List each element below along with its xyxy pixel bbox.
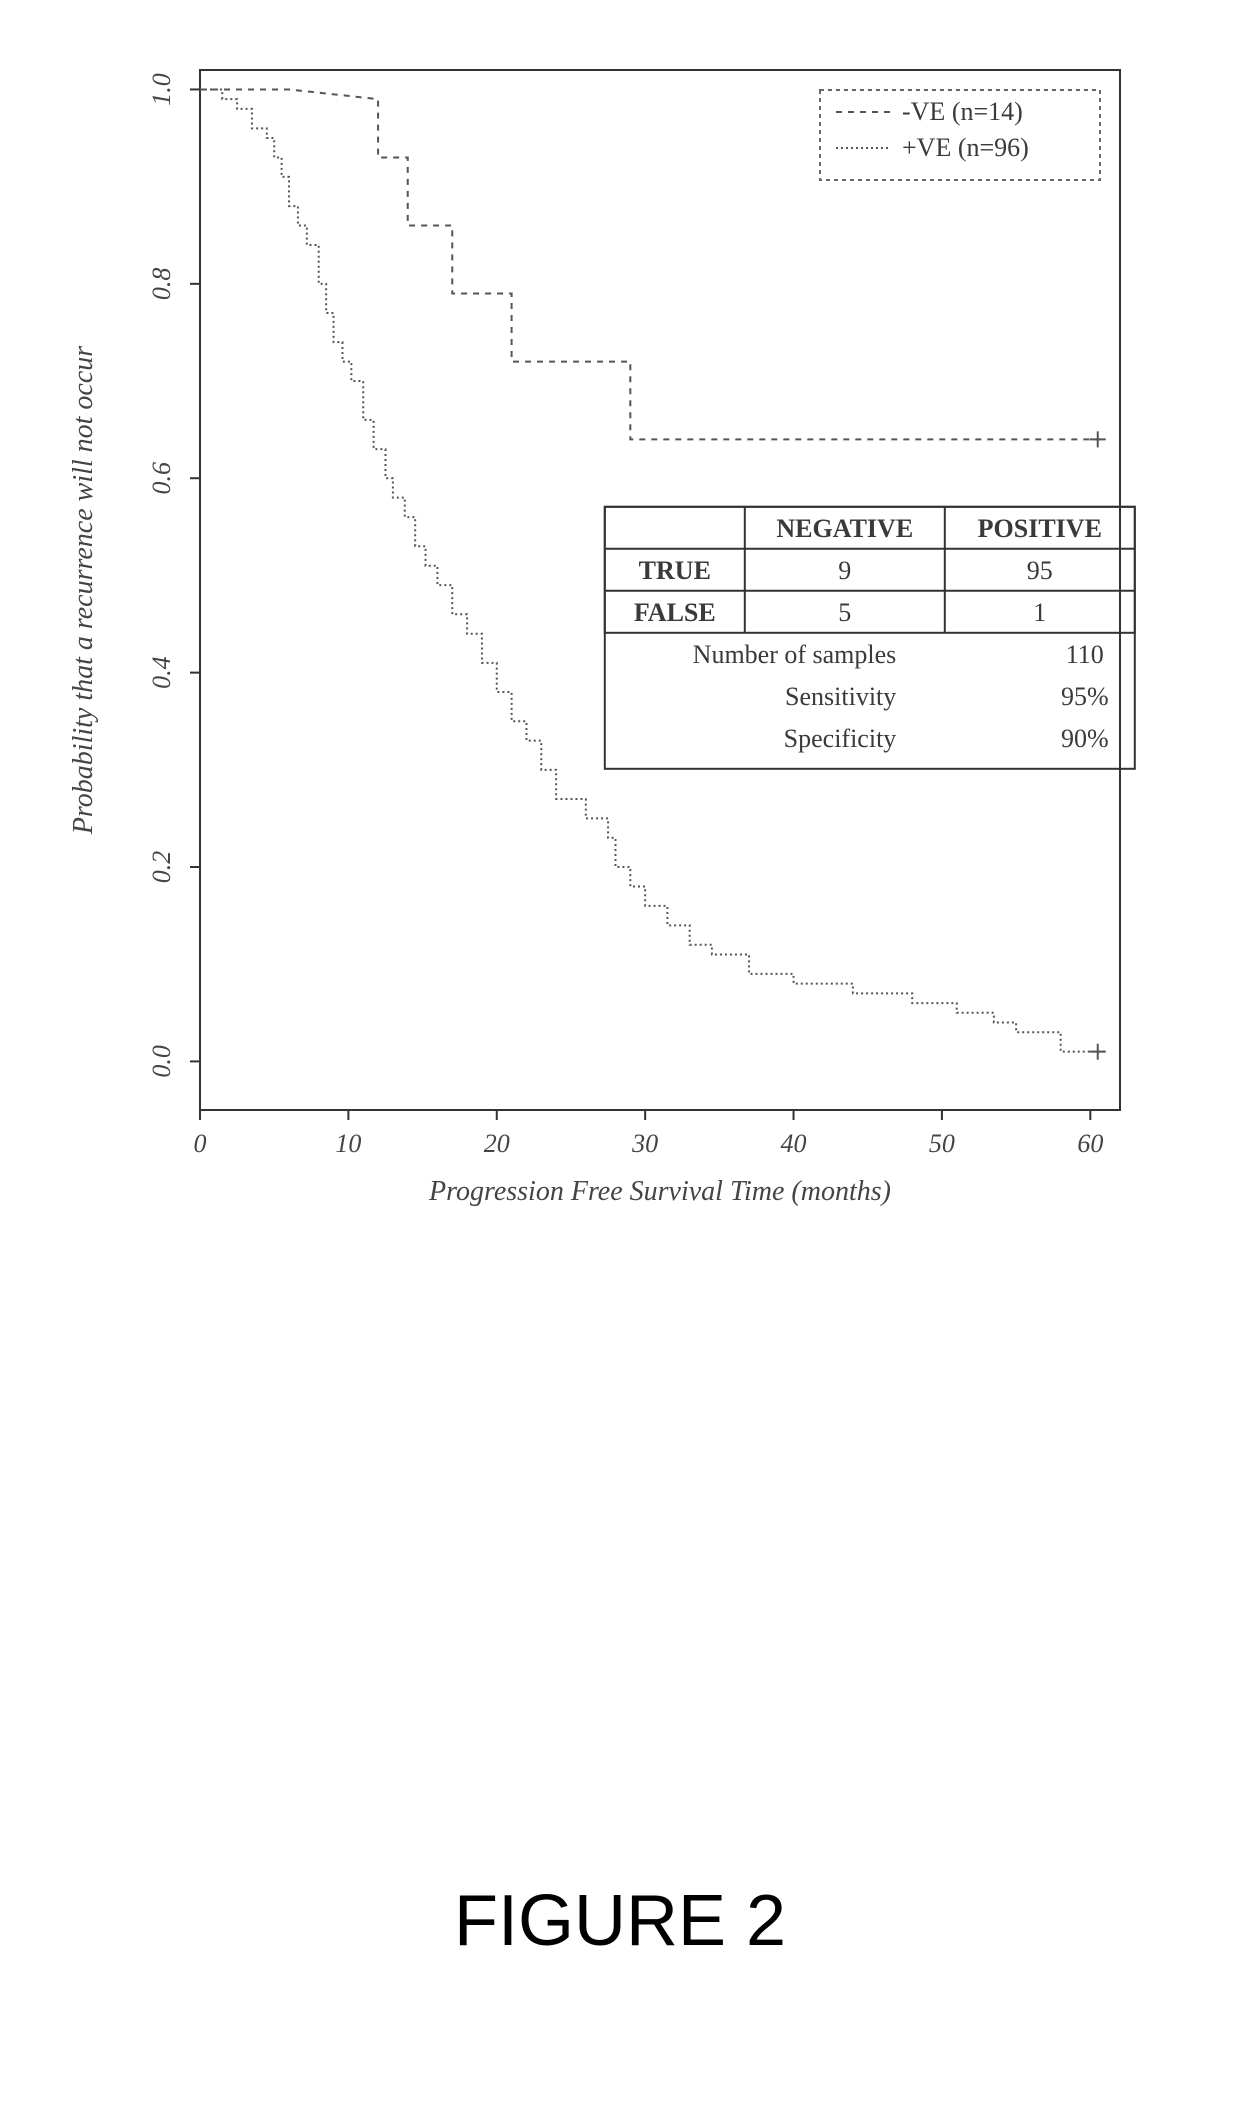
legend-item: -VE (n=14) — [902, 97, 1023, 126]
y-tick-label: 0.8 — [147, 268, 176, 301]
x-tick-label: 0 — [194, 1129, 207, 1158]
y-tick-label: 1.0 — [147, 73, 176, 106]
x-tick-label: 50 — [929, 1129, 955, 1158]
summary-label: Specificity — [784, 724, 897, 753]
summary-label: Number of samples — [693, 640, 897, 669]
survival-chart: 0 10 20 30 40 50 60 Progression Free Survival T… — [60, 40, 1160, 1240]
table-header: NEGATIVE — [776, 514, 913, 543]
y-tick-label: 0.0 — [147, 1045, 176, 1078]
summary-value: 110 — [1066, 640, 1104, 669]
figure-caption: FIGURE 2 — [0, 1880, 1240, 1962]
table-cell: 5 — [838, 598, 851, 627]
x-tick-label: 10 — [335, 1129, 361, 1158]
table-header: POSITIVE — [978, 514, 1102, 543]
y-tick-label: 0.2 — [147, 851, 176, 884]
y-tick-label: 0.4 — [147, 656, 176, 689]
km-plot-svg: 0 10 20 30 40 50 60 Progression Free Survival T… — [60, 40, 1160, 1240]
summary-label: Sensitivity — [785, 682, 896, 711]
summary-value: 90% — [1061, 724, 1109, 753]
x-tick-label: 20 — [484, 1129, 510, 1158]
x-tick-label: 40 — [781, 1129, 807, 1158]
summary-value: 95% — [1061, 682, 1109, 711]
table-cell: 1 — [1033, 598, 1046, 627]
table-cell: FALSE — [634, 598, 716, 627]
x-axis-label: Progression Free Survival Time (months) — [428, 1176, 891, 1207]
y-tick-label: 0.6 — [147, 462, 176, 495]
legend-item: +VE (n=96) — [902, 133, 1029, 162]
x-tick-label: 30 — [631, 1129, 658, 1158]
table-cell: TRUE — [639, 556, 711, 585]
table-cell: 9 — [838, 556, 851, 585]
table-cell: 95 — [1027, 556, 1053, 585]
x-tick-label: 60 — [1077, 1129, 1103, 1158]
stats-table: NEGATIVE POSITIVE TRUE 9 95 FALSE 5 1 Number of … — [605, 507, 1135, 769]
y-axis-label: Probability that a recurrence will not o… — [68, 346, 99, 835]
